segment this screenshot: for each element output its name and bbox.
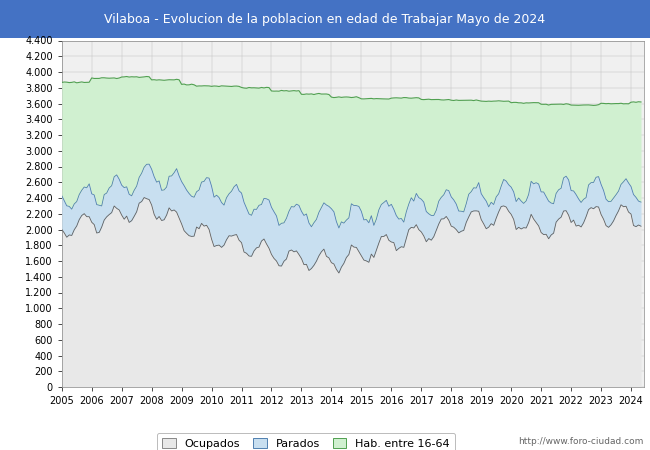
Text: http://www.foro-ciudad.com: http://www.foro-ciudad.com [518, 436, 644, 446]
Text: Vilaboa - Evolucion de la poblacion en edad de Trabajar Mayo de 2024: Vilaboa - Evolucion de la poblacion en e… [105, 13, 545, 26]
Legend: Ocupados, Parados, Hab. entre 16-64: Ocupados, Parados, Hab. entre 16-64 [157, 433, 456, 450]
